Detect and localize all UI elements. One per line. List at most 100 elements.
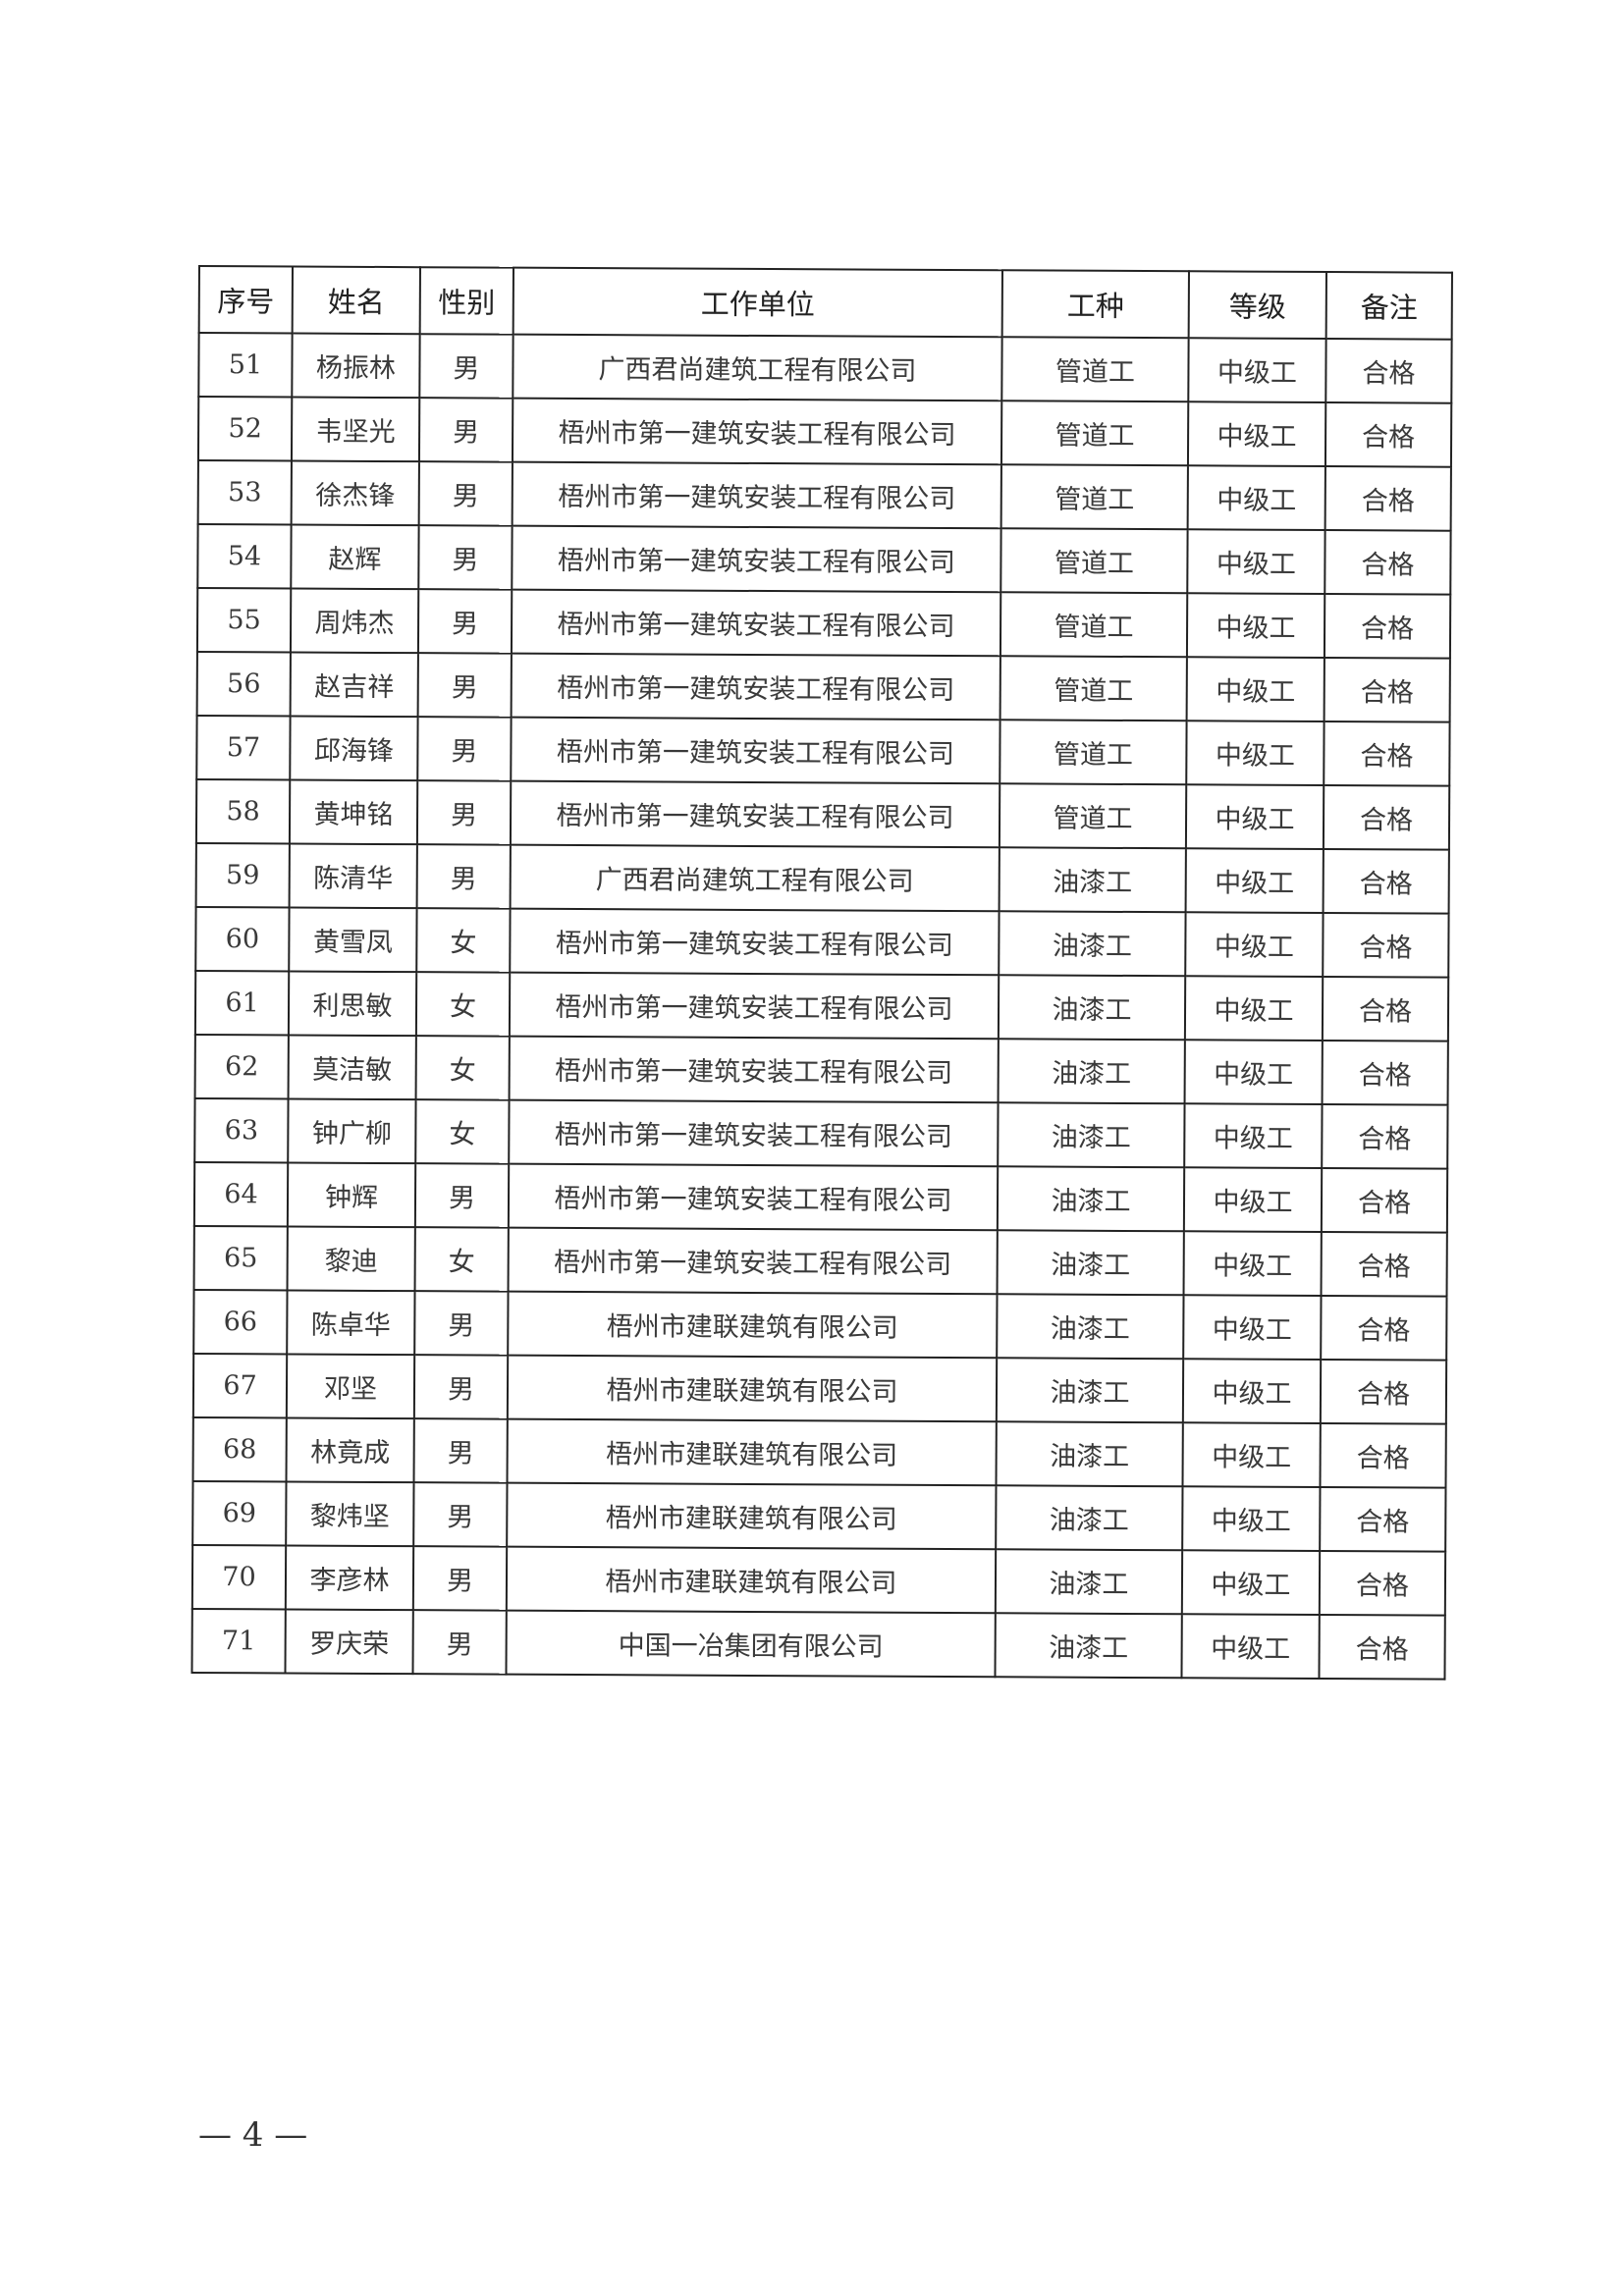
cell-trade: 油漆工: [999, 911, 1186, 977]
cell-index: 64: [193, 1161, 289, 1227]
cell-gender: 男: [416, 780, 512, 845]
table-body: 51 杨振林男广西君尚建筑工程有限公司 管道工 中级工 合格 52 韦坚光男梧州市第一建筑安…: [191, 333, 1452, 1680]
cell-gender: 女: [414, 1227, 509, 1292]
cell-name: 林竟成: [286, 1417, 414, 1483]
cell-remark: 合格: [1320, 1423, 1446, 1488]
header-level: 等级: [1188, 271, 1326, 340]
cell-employer: 梧州市第一建筑安装工程有限公司: [510, 780, 1000, 848]
cell-employer: 梧州市第一建筑安装工程有限公司: [510, 908, 1000, 976]
cell-name: 黎炜坚: [286, 1481, 414, 1547]
cell-employer: 梧州市第一建筑安装工程有限公司: [512, 398, 1002, 465]
cell-level: 中级工: [1185, 848, 1324, 914]
cell-level: 中级工: [1182, 1422, 1321, 1487]
cell-gender: 男: [417, 589, 513, 654]
cell-remark: 合格: [1321, 1168, 1448, 1233]
cell-name: 徐杰锋: [291, 460, 419, 526]
table-row: 66 陈卓华男梧州市建联建筑有限公司 油漆工 中级工 合格: [193, 1289, 1447, 1361]
table-row: 61 利思敏女梧州市第一建筑安装工程有限公司 油漆工 中级工 合格: [194, 970, 1449, 1041]
cell-level: 中级工: [1184, 1040, 1323, 1105]
cell-level: 中级工: [1183, 1167, 1323, 1233]
cell-employer: 广西君尚建筑工程有限公司: [513, 334, 1002, 401]
cell-employer: 梧州市建联建筑有限公司: [506, 1546, 997, 1614]
cell-employer: 梧州市第一建筑安装工程有限公司: [511, 589, 1001, 657]
cell-index: 67: [192, 1353, 288, 1418]
table-row: 59 陈清华男广西君尚建筑工程有限公司 油漆工 中级工 合格: [195, 842, 1449, 914]
cell-employer: 梧州市第一建筑安装工程有限公司: [509, 972, 1000, 1040]
cell-level: 中级工: [1182, 1486, 1321, 1551]
cell-remark: 合格: [1323, 913, 1449, 978]
header-name: 姓名: [292, 266, 420, 335]
table-row: 62 莫洁敏女梧州市第一建筑安装工程有限公司 油漆工 中级工 合格: [194, 1034, 1448, 1105]
cell-trade: 油漆工: [995, 1549, 1183, 1615]
table-row: 54 赵辉男梧州市第一建筑安装工程有限公司 管道工 中级工 合格: [197, 524, 1451, 595]
cell-gender: 男: [413, 1482, 508, 1547]
table-row: 60 黄雪凤女梧州市第一建筑安装工程有限公司 油漆工 中级工 合格: [195, 906, 1449, 978]
cell-remark: 合格: [1321, 1296, 1447, 1361]
cell-index: 68: [192, 1416, 287, 1482]
cell-employer: 梧州市第一建筑安装工程有限公司: [508, 1163, 999, 1231]
cell-name: 赵辉: [291, 524, 419, 590]
cell-trade: 油漆工: [999, 847, 1186, 913]
cell-level: 中级工: [1187, 465, 1325, 531]
cell-level: 中级工: [1183, 1231, 1322, 1297]
header-employer: 工作单位: [513, 267, 1002, 338]
cell-remark: 合格: [1324, 721, 1450, 786]
cell-index: 56: [196, 651, 291, 717]
header-trade: 工种: [1001, 270, 1189, 339]
table-row: 68 林竟成男梧州市建联建筑有限公司 油漆工 中级工 合格: [192, 1416, 1446, 1488]
cell-index: 70: [191, 1544, 287, 1610]
cell-name: 邱海锋: [290, 716, 418, 781]
table-row: 56 赵吉祥男梧州市第一建筑安装工程有限公司 管道工 中级工 合格: [196, 651, 1450, 722]
cell-trade: 油漆工: [998, 975, 1186, 1041]
cell-gender: 男: [413, 1355, 509, 1419]
cell-level: 中级工: [1187, 401, 1326, 467]
cell-gender: 男: [417, 653, 512, 718]
cell-level: 中级工: [1182, 1359, 1322, 1423]
cell-name: 黄坤铭: [289, 779, 418, 845]
cell-level: 中级工: [1184, 976, 1324, 1041]
cell-name: 邓坚: [286, 1354, 415, 1419]
cell-remark: 合格: [1319, 1550, 1446, 1616]
cell-index: 54: [197, 524, 292, 589]
cell-remark: 合格: [1323, 785, 1450, 850]
cell-remark: 合格: [1325, 402, 1452, 467]
cell-index: 60: [195, 906, 290, 972]
table-row: 63 钟广柳女梧州市第一建筑安装工程有限公司 油漆工 中级工 合格: [194, 1097, 1448, 1169]
cell-employer: 梧州市建联建筑有限公司: [508, 1291, 998, 1359]
cell-employer: 梧州市第一建筑安装工程有限公司: [509, 1036, 999, 1103]
cell-employer: 梧州市建联建筑有限公司: [507, 1482, 997, 1550]
cell-trade: 管道工: [1000, 464, 1188, 530]
cell-index: 58: [195, 778, 291, 844]
cell-remark: 合格: [1324, 658, 1450, 722]
cell-remark: 合格: [1325, 466, 1451, 531]
cell-remark: 合格: [1321, 1232, 1447, 1297]
cell-employer: 梧州市第一建筑安装工程有限公司: [511, 653, 1000, 721]
cell-index: 55: [196, 588, 292, 653]
cell-trade: 油漆工: [996, 1485, 1183, 1551]
cell-employer: 梧州市第一建筑安装工程有限公司: [512, 461, 1001, 529]
page-number: — 4 —: [198, 2115, 308, 2155]
cell-gender: 男: [412, 1546, 508, 1611]
table-row: 69 黎炜坚男梧州市建联建筑有限公司 油漆工 中级工 合格: [192, 1480, 1446, 1552]
cell-remark: 合格: [1320, 1486, 1446, 1552]
cell-gender: 女: [416, 908, 511, 973]
cell-employer: 梧州市建联建筑有限公司: [507, 1355, 998, 1422]
cell-trade: 油漆工: [998, 1039, 1185, 1104]
cell-employer: 梧州市第一建筑安装工程有限公司: [508, 1227, 998, 1295]
cell-gender: 男: [413, 1418, 508, 1483]
cell-employer: 梧州市第一建筑安装工程有限公司: [511, 717, 1000, 784]
cell-gender: 女: [415, 1036, 510, 1100]
table-row: 71 罗庆荣男中国一冶集团有限公司 油漆工 中级工 合格: [191, 1608, 1445, 1680]
results-table: 序号 姓名 性别 工作单位 工种 等级 备注 51 杨振林男广西君尚建筑工程有限公…: [190, 265, 1452, 1681]
table-row: 53 徐杰锋男梧州市第一建筑安装工程有限公司 管道工 中级工 合格: [197, 460, 1451, 531]
cell-name: 陈清华: [289, 843, 417, 909]
cell-gender: 男: [414, 1163, 510, 1228]
cell-remark: 合格: [1319, 1614, 1445, 1680]
table-row: 57 邱海锋男梧州市第一建筑安装工程有限公司 管道工 中级工 合格: [196, 715, 1450, 786]
cell-gender: 男: [418, 525, 513, 590]
cell-name: 钟广柳: [288, 1098, 416, 1164]
cell-index: 51: [198, 333, 293, 398]
cell-level: 中级工: [1181, 1614, 1320, 1679]
cell-gender: 男: [412, 1610, 507, 1675]
cell-index: 61: [194, 970, 290, 1036]
